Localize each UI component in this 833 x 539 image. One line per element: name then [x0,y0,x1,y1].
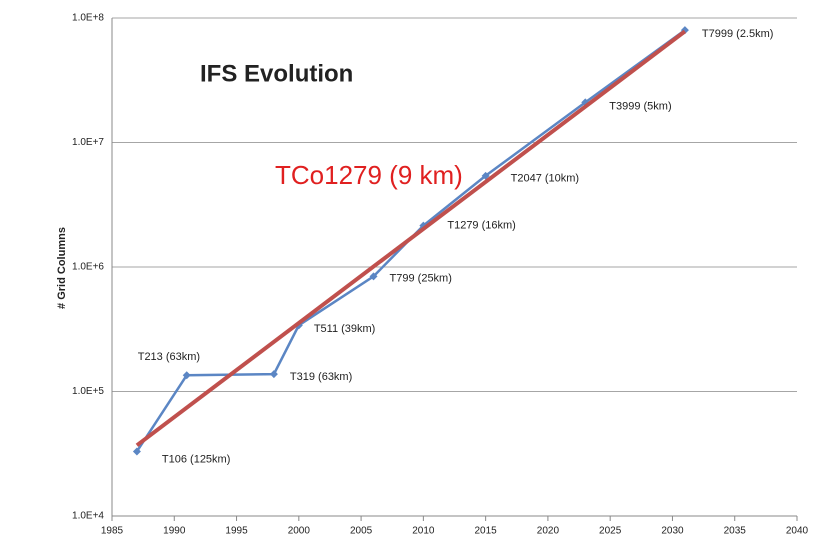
point-label: T7999 (2.5km) [702,28,774,40]
y-tick-label: 1.0E+4 [72,511,104,522]
x-tick-label: 2030 [661,526,684,537]
annotation: TCo1279 (9 km) [275,160,463,190]
x-tick-label: 1995 [225,526,248,537]
data-point [369,272,378,281]
point-label: T511 (39km) [314,323,376,335]
point-label: T213 (63km) [138,351,200,363]
x-tick-label: 2005 [350,526,373,537]
x-tick-label: 2015 [475,526,498,537]
x-tick-label: 2020 [537,526,560,537]
x-tick-label: 1990 [163,526,186,537]
point-label: T1279 (16km) [447,220,515,232]
data-point [269,370,278,379]
x-tick-label: 2000 [288,526,311,537]
y-tick-label: 1.0E+6 [72,262,104,273]
series-line [135,29,687,447]
point-label: T2047 (10km) [511,173,579,185]
y-tick-label: 1.0E+5 [72,386,104,397]
data-point [182,371,191,380]
x-tick-label: 2035 [724,526,747,537]
data-point [132,447,141,456]
y-axis-label: # Grid Columns [56,227,68,309]
data-point [481,171,490,180]
x-tick-label: 2010 [412,526,435,537]
chart-title: IFS Evolution [200,60,353,87]
point-label: T106 (125km) [162,453,230,465]
point-label: T319 (63km) [290,371,352,383]
x-tick-label: 2040 [786,526,809,537]
point-label: T3999 (5km) [609,100,671,112]
x-tick-label: 1985 [101,526,124,537]
y-tick-label: 1.0E+8 [72,13,104,24]
point-label: T799 (25km) [390,272,452,284]
y-tick-label: 1.0E+7 [72,137,104,148]
x-tick-label: 2025 [599,526,622,537]
